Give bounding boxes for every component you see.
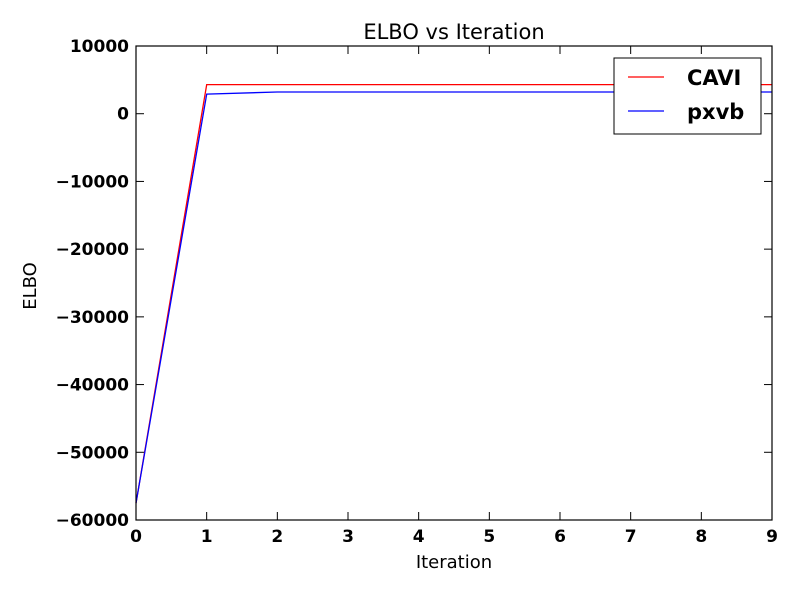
legend: CAVI pxvb [613,57,762,135]
y-tick-label: −60000 [56,511,130,531]
legend-label: pxvb [687,100,744,124]
y-axis-label: ELBO [20,262,41,310]
x-tick-label: 6 [554,527,566,547]
x-tick-label: 8 [695,527,707,547]
y-tick-label: 0 [117,105,129,125]
x-axis-label: Iteration [416,552,492,573]
x-tick-label: 1 [201,527,213,547]
y-tick-label: −40000 [56,376,130,396]
x-tick-label: 2 [271,527,283,547]
plot-frame [135,45,773,521]
x-tick-label: 4 [413,527,425,547]
y-tick-label: 10000 [70,37,129,57]
x-tick-label: 9 [766,527,778,547]
x-tick-label: 7 [625,527,637,547]
x-tick-label: 5 [483,527,495,547]
y-tick-label: −30000 [56,308,130,328]
x-tick-label: 3 [342,527,354,547]
x-tick-label: 0 [130,527,142,547]
y-tick-label: −50000 [56,443,130,463]
y-tick-label: −20000 [56,240,130,260]
ticks-layer: 0 1 2 3 4 5 6 7 8 9 10000 0 −10000 −20000 −30000 −40000… [56,37,778,547]
legend-box [613,57,762,135]
legend-label: CAVI [687,66,741,90]
chart-title: ELBO vs Iteration [363,20,544,44]
y-tick-label: −10000 [56,172,130,192]
